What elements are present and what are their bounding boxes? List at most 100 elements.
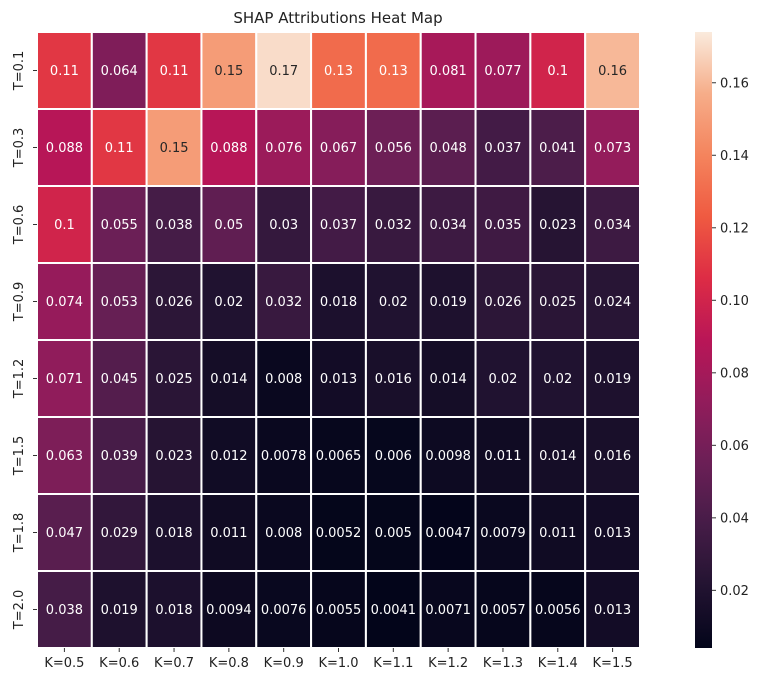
cell-label: 0.035 — [484, 218, 521, 233]
heatmap-cell — [255, 108, 313, 187]
heatmap-cell — [200, 416, 258, 495]
cell-label: 0.026 — [155, 295, 192, 310]
cell-label: 0.077 — [484, 64, 521, 79]
cell-label: 0.008 — [265, 526, 302, 541]
heatmap-cell — [474, 416, 532, 495]
cell-label: 0.029 — [101, 526, 138, 541]
heatmap-cell — [584, 185, 642, 264]
cell-label: 0.1 — [54, 218, 75, 233]
heatmap-cell — [584, 108, 642, 187]
heatmap-cell — [310, 339, 367, 418]
x-axis: K=0.5 K=0.6 K=0.7 K=0.8 K=0.9 K=1.0 K=1.1 K=1.2… — [44, 648, 633, 671]
cell-label: 0.071 — [46, 372, 83, 387]
cell-label: 0.13 — [324, 64, 353, 79]
cell-label: 0.013 — [320, 372, 357, 387]
colorbar-tick-label: 0.02 — [720, 584, 749, 599]
x-tick-label: K=0.9 — [264, 656, 304, 671]
colorbar — [695, 32, 712, 648]
heatmap-cell — [145, 493, 203, 572]
cell-label: 0.037 — [320, 218, 357, 233]
heatmap-cell — [310, 493, 367, 572]
cell-label: 0.0076 — [261, 603, 307, 618]
colorbar-tick-label: 0.08 — [720, 366, 749, 381]
cell-label: 0.025 — [155, 372, 192, 387]
cell-label: 0.014 — [430, 372, 467, 387]
cell-label: 0.1 — [547, 64, 568, 79]
colorbar-tick-label: 0.06 — [720, 439, 749, 454]
heatmap-cell — [584, 339, 642, 418]
x-tick-label: K=0.7 — [154, 656, 194, 671]
cell-label: 0.073 — [594, 141, 631, 156]
cell-label: 0.016 — [375, 372, 412, 387]
heatmap-cell — [90, 339, 148, 418]
x-tick-label: K=1.1 — [373, 656, 413, 671]
heatmap-cell — [584, 493, 642, 572]
cell-label: 0.11 — [105, 141, 134, 156]
heatmap-cell — [36, 416, 93, 495]
cell-label: 0.081 — [430, 64, 467, 79]
heatmap-cell — [529, 108, 587, 187]
colorbar-tick-label: 0.04 — [720, 511, 749, 526]
cell-label: 0.037 — [484, 141, 521, 156]
cell-label: 0.018 — [155, 603, 192, 618]
cell-label: 0.0065 — [316, 449, 362, 464]
cell-label: 0.17 — [269, 64, 298, 79]
heatmap-cell — [255, 185, 313, 264]
heatmap-cell — [145, 339, 203, 418]
heatmap-cell — [419, 570, 477, 649]
cell-label: 0.053 — [101, 295, 138, 310]
cell-label: 0.016 — [594, 449, 631, 464]
heatmap-cell — [200, 262, 258, 341]
heatmap-cell — [529, 31, 587, 110]
cell-label: 0.03 — [269, 218, 298, 233]
heatmap-cell — [36, 339, 93, 418]
cell-label: 0.019 — [594, 372, 631, 387]
heatmap-cell — [145, 108, 203, 187]
cell-label: 0.032 — [265, 295, 302, 310]
chart-title: SHAP Attributions Heat Map — [233, 9, 442, 27]
colorbar-ticks: 0.02 0.04 0.06 0.08 0.10 0.12 0.14 0.16 — [712, 76, 749, 599]
y-tick-label: T=0.1 — [12, 51, 27, 92]
cell-label: 0.006 — [375, 449, 412, 464]
cell-label: 0.018 — [155, 526, 192, 541]
heatmap-cell — [36, 493, 93, 572]
x-tick-label: K=1.5 — [593, 656, 633, 671]
heatmap-cells: 0.11 0.064 0.11 0.15 0.17 0.13 0.13 0.081 0.077 0… — [36, 31, 642, 649]
cell-label: 0.038 — [46, 603, 83, 618]
cell-label: 0.012 — [210, 449, 247, 464]
y-tick-label: T=1.2 — [12, 359, 27, 400]
heatmap-cell — [90, 31, 148, 110]
cell-label: 0.0098 — [425, 449, 471, 464]
cell-label: 0.014 — [210, 372, 247, 387]
cell-label: 0.0094 — [206, 603, 252, 618]
x-tick-label: K=1.3 — [483, 656, 523, 671]
cell-label: 0.02 — [543, 372, 572, 387]
cell-label: 0.076 — [265, 141, 302, 156]
colorbar-tick-label: 0.12 — [720, 221, 749, 236]
heatmap-cell — [474, 339, 532, 418]
cell-label: 0.16 — [598, 64, 627, 79]
cell-label: 0.056 — [375, 141, 412, 156]
cell-label: 0.0041 — [371, 603, 417, 618]
heatmap-cell — [584, 416, 642, 495]
cell-label: 0.041 — [539, 141, 576, 156]
colorbar-tick-label: 0.10 — [720, 294, 749, 309]
cell-label: 0.034 — [430, 218, 467, 233]
cell-label: 0.014 — [539, 449, 576, 464]
cell-label: 0.0052 — [316, 526, 362, 541]
heatmap-cell — [364, 493, 422, 572]
cell-label: 0.088 — [46, 141, 83, 156]
cell-label: 0.067 — [320, 141, 357, 156]
cell-label: 0.15 — [160, 141, 189, 156]
cell-label: 0.05 — [214, 218, 243, 233]
cell-label: 0.013 — [594, 526, 631, 541]
cell-label: 0.045 — [101, 372, 138, 387]
cell-label: 0.074 — [46, 295, 83, 310]
heatmap-cell — [474, 493, 532, 572]
heatmap-cell — [145, 262, 203, 341]
cell-label: 0.0055 — [316, 603, 362, 618]
y-tick-label: T=0.9 — [12, 282, 27, 323]
y-tick-label: T=0.6 — [12, 205, 27, 246]
cell-label: 0.0079 — [480, 526, 526, 541]
